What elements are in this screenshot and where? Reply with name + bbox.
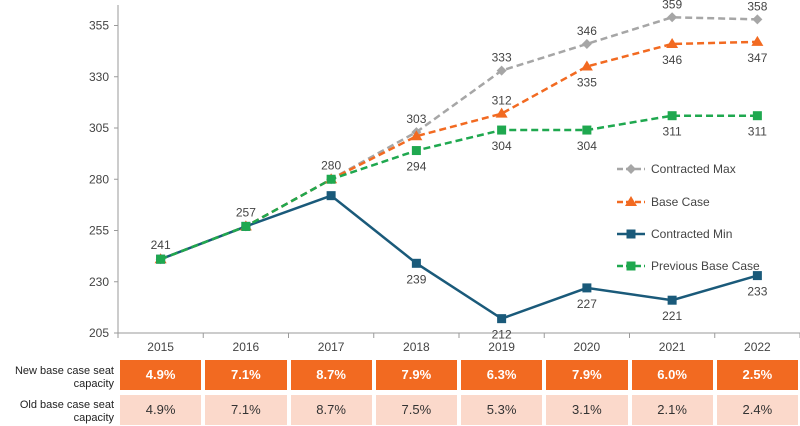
data-label: 346 bbox=[577, 24, 597, 38]
data-point bbox=[581, 38, 592, 49]
data-point bbox=[241, 221, 251, 231]
chart: 205 230 255 280 305 330 355 2015 2016 2017 2018 201… bbox=[89, 0, 800, 354]
old-base-case-cell: 2.4% bbox=[716, 395, 798, 425]
old-base-case-cell: 4.9% bbox=[120, 395, 202, 425]
data-label: 311 bbox=[748, 125, 767, 139]
data-label: 304 bbox=[492, 139, 512, 153]
x-tick-label: 2022 bbox=[744, 340, 771, 354]
data-label: 333 bbox=[492, 51, 512, 65]
data-label: 227 bbox=[577, 297, 597, 311]
old-base-case-cell: 2.1% bbox=[631, 395, 713, 425]
data-point bbox=[666, 37, 679, 48]
y-tick-label: 280 bbox=[89, 172, 109, 186]
series-line bbox=[160, 16, 758, 261]
old-base-case-cell: 5.3% bbox=[461, 395, 543, 425]
data-point bbox=[582, 125, 592, 135]
data-point bbox=[156, 254, 166, 264]
series-line bbox=[160, 194, 758, 321]
legend-marker bbox=[625, 196, 637, 206]
legend-marker bbox=[626, 261, 636, 271]
data-point bbox=[410, 130, 423, 141]
x-tick-label: 2020 bbox=[574, 340, 601, 354]
data-label: 233 bbox=[747, 285, 767, 299]
data-point bbox=[752, 14, 763, 25]
data-point bbox=[495, 107, 508, 118]
new-base-case-cell: 4.9% bbox=[120, 360, 202, 390]
data-point bbox=[326, 174, 336, 184]
data-label: 312 bbox=[492, 94, 512, 108]
data-point bbox=[667, 111, 677, 121]
y-tick-label: 355 bbox=[89, 19, 109, 33]
y-tick-label: 255 bbox=[89, 224, 109, 238]
data-point bbox=[496, 65, 507, 76]
new-base-case-row-label: New base case seat capacity bbox=[14, 365, 114, 390]
data-label: 358 bbox=[747, 0, 767, 13]
data-point bbox=[582, 283, 592, 293]
data-label: 347 bbox=[747, 51, 767, 65]
data-point bbox=[497, 125, 507, 135]
data-point bbox=[411, 258, 421, 268]
data-label: 311 bbox=[663, 125, 682, 139]
new-base-case-cell: 6.0% bbox=[631, 360, 713, 390]
data-label: 303 bbox=[406, 112, 426, 126]
new-base-case-cell: 7.1% bbox=[205, 360, 287, 390]
series-line bbox=[160, 40, 758, 261]
data-label: 221 bbox=[662, 309, 682, 323]
data-label: 241 bbox=[151, 238, 171, 252]
old-base-case-cell: 8.7% bbox=[290, 395, 372, 425]
data-label: 239 bbox=[406, 272, 426, 286]
new-base-case-cell: 7.9% bbox=[546, 360, 628, 390]
old-base-case-cell: 7.5% bbox=[375, 395, 457, 425]
data-label: 280 bbox=[321, 158, 341, 172]
y-tick-label: 330 bbox=[89, 70, 109, 84]
data-label: 212 bbox=[492, 328, 512, 342]
data-label: 257 bbox=[236, 205, 256, 219]
y-tick-label: 205 bbox=[89, 326, 109, 340]
legend-label: Previous Base Case bbox=[651, 259, 760, 273]
data-point bbox=[667, 12, 678, 23]
new-base-case-cell: 8.7% bbox=[290, 360, 372, 390]
data-label: 294 bbox=[406, 160, 426, 174]
data-point bbox=[752, 271, 762, 281]
data-label: 335 bbox=[577, 76, 597, 90]
legend-label: Contracted Min bbox=[651, 227, 732, 241]
data-label: 346 bbox=[662, 53, 682, 67]
old-base-case-row-label: Old base case seat capacity bbox=[19, 399, 114, 424]
x-tick-label: 2016 bbox=[233, 340, 260, 354]
data-label: 359 bbox=[662, 0, 682, 11]
data-point bbox=[752, 111, 762, 121]
new-base-case-cell: 6.3% bbox=[461, 360, 543, 390]
new-base-case-cell: 2.5% bbox=[716, 360, 798, 390]
x-tick-label: 2021 bbox=[659, 340, 686, 354]
data-point bbox=[411, 146, 421, 156]
x-tick-label: 2019 bbox=[488, 340, 515, 354]
data-point bbox=[326, 191, 336, 201]
x-tick-label: 2015 bbox=[147, 340, 174, 354]
legend-label: Contracted Max bbox=[651, 162, 736, 176]
old-base-case-cell: 3.1% bbox=[546, 395, 628, 425]
data-point bbox=[580, 60, 593, 71]
line-chart: 205 230 255 280 305 330 355 2015 2016 2017 2018 201… bbox=[89, 0, 800, 354]
y-tick-label: 305 bbox=[89, 121, 109, 135]
data-point bbox=[667, 295, 677, 305]
data-point bbox=[497, 314, 507, 324]
old-base-case-cell: 7.1% bbox=[205, 395, 287, 425]
data-point bbox=[751, 35, 764, 46]
legend-label: Base Case bbox=[651, 195, 710, 209]
y-tick-label: 230 bbox=[89, 275, 109, 289]
x-tick-label: 2018 bbox=[403, 340, 430, 354]
legend-marker bbox=[626, 229, 636, 239]
legend-marker bbox=[626, 164, 636, 174]
x-tick-label: 2017 bbox=[318, 340, 345, 354]
series-line bbox=[160, 114, 758, 261]
new-base-case-cell: 7.9% bbox=[375, 360, 457, 390]
data-label: 304 bbox=[577, 139, 597, 153]
